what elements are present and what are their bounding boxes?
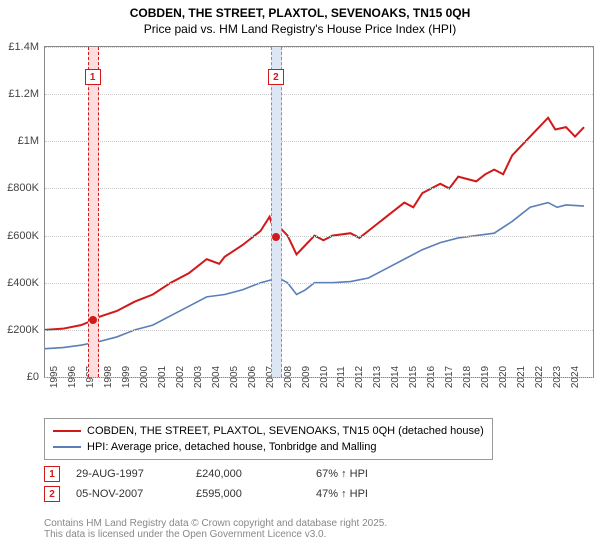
attribution-line2: This data is licensed under the Open Gov… — [44, 529, 387, 540]
legend-label-hpi: HPI: Average price, detached house, Tonb… — [87, 441, 376, 453]
transaction-marker-dot — [272, 233, 280, 241]
gridline — [45, 188, 593, 189]
x-tick-label: 2003 — [189, 366, 204, 388]
x-tick-label: 2017 — [440, 366, 455, 388]
transaction-marker-dot — [89, 316, 97, 324]
gridline — [45, 236, 593, 237]
x-tick-label: 2016 — [422, 366, 437, 388]
x-tick-label: 1999 — [117, 366, 132, 388]
legend-swatch-hpi — [53, 446, 81, 448]
transaction-table: 1 29-AUG-1997£240,00067% ↑ HPI 2 05-NOV-200… — [44, 464, 436, 504]
legend-box: COBDEN, THE STREET, PLAXTOL, SEVENOAKS, … — [44, 418, 493, 460]
x-tick-label: 2014 — [386, 366, 401, 388]
transaction-delta: 67% ↑ HPI — [316, 468, 436, 480]
x-tick-label: 2019 — [476, 366, 491, 388]
transaction-row: 2 05-NOV-2007£595,00047% ↑ HPI — [44, 484, 436, 504]
transaction-marker-label: 1 — [85, 69, 101, 85]
x-tick-label: 2000 — [135, 366, 150, 388]
x-tick-label: 1996 — [63, 366, 78, 388]
x-tick-label: 2004 — [207, 366, 222, 388]
gridline — [45, 330, 593, 331]
transaction-date: 29-AUG-1997 — [76, 468, 196, 480]
transaction-price: £240,000 — [196, 468, 316, 480]
x-tick-label: 2006 — [243, 366, 258, 388]
gridline — [45, 283, 593, 284]
x-tick-label: 2022 — [530, 366, 545, 388]
x-tick-label: 1998 — [99, 366, 114, 388]
y-tick-label: £200K — [7, 324, 45, 336]
gridline — [45, 94, 593, 95]
transaction-num-box: 1 — [44, 466, 60, 482]
x-tick-label: 2001 — [153, 366, 168, 388]
transaction-date: 05-NOV-2007 — [76, 488, 196, 500]
gridline — [45, 141, 593, 142]
transaction-row: 1 29-AUG-1997£240,00067% ↑ HPI — [44, 464, 436, 484]
transaction-band — [271, 47, 282, 377]
y-tick-label: £1.4M — [8, 41, 45, 53]
transaction-band — [88, 47, 99, 377]
transaction-price: £595,000 — [196, 488, 316, 500]
legend-row-hpi: HPI: Average price, detached house, Tonb… — [53, 439, 484, 455]
x-tick-label: 2012 — [350, 366, 365, 388]
x-tick-label: 2024 — [566, 366, 581, 388]
attribution-line1: Contains HM Land Registry data © Crown c… — [44, 518, 387, 529]
x-tick-label: 2015 — [404, 366, 419, 388]
plot-area: £0£200K£400K£600K£800K£1M£1.2M£1.4M19951… — [44, 46, 594, 378]
y-tick-label: £0 — [27, 371, 45, 383]
x-tick-label: 2005 — [225, 366, 240, 388]
x-tick-label: 1995 — [45, 366, 60, 388]
gridline — [45, 47, 593, 48]
x-tick-label: 2011 — [332, 366, 347, 388]
chart-subtitle: Price paid vs. HM Land Registry's House … — [0, 22, 600, 40]
legend-row-price: COBDEN, THE STREET, PLAXTOL, SEVENOAKS, … — [53, 423, 484, 439]
y-tick-label: £1M — [18, 135, 45, 147]
transaction-delta: 47% ↑ HPI — [316, 488, 436, 500]
transaction-marker-label: 2 — [268, 69, 284, 85]
legend-label-price: COBDEN, THE STREET, PLAXTOL, SEVENOAKS, … — [87, 425, 484, 437]
x-tick-label: 2023 — [548, 366, 563, 388]
line-canvas — [45, 47, 593, 377]
attribution: Contains HM Land Registry data © Crown c… — [44, 518, 387, 540]
transaction-num-box: 2 — [44, 486, 60, 502]
series-line — [45, 203, 584, 349]
chart-title: COBDEN, THE STREET, PLAXTOL, SEVENOAKS, … — [0, 0, 600, 22]
x-tick-label: 2020 — [494, 366, 509, 388]
y-tick-label: £400K — [7, 277, 45, 289]
x-tick-label: 2010 — [315, 366, 330, 388]
series-line — [45, 118, 584, 330]
x-tick-label: 2002 — [171, 366, 186, 388]
x-tick-label: 2009 — [297, 366, 312, 388]
y-tick-label: £600K — [7, 230, 45, 242]
x-tick-label: 2013 — [368, 366, 383, 388]
x-tick-label: 2018 — [458, 366, 473, 388]
x-tick-label: 2021 — [512, 366, 527, 388]
y-tick-label: £1.2M — [8, 88, 45, 100]
y-tick-label: £800K — [7, 182, 45, 194]
legend-swatch-price — [53, 430, 81, 432]
